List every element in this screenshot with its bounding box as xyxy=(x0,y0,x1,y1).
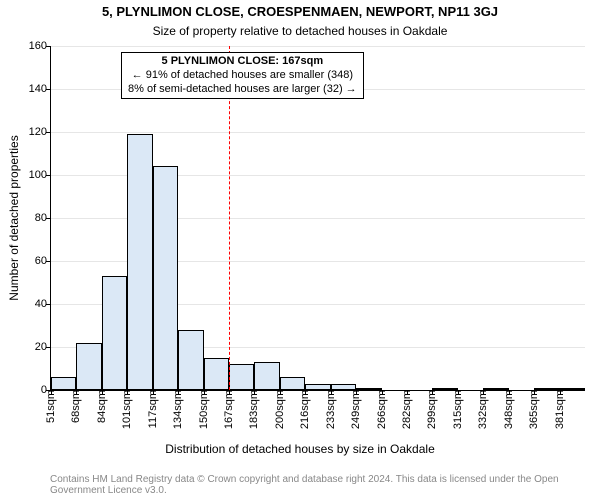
histogram-bar xyxy=(280,377,305,390)
xtick-label: 134sqm xyxy=(172,390,184,429)
xtick-label: 266sqm xyxy=(376,390,388,429)
y-axis-label: Number of detached properties xyxy=(7,135,21,300)
xtick-label: 117sqm xyxy=(147,390,159,428)
x-axis-label: Distribution of detached houses by size … xyxy=(0,442,600,456)
plot-area: 02040608010012014016051sqm68sqm84sqm101s… xyxy=(50,46,585,391)
annotation-line: 5 PLYNLIMON CLOSE: 167sqm xyxy=(128,55,357,69)
histogram-bar xyxy=(229,364,254,390)
ytick-label: 140 xyxy=(29,83,47,95)
chart-subtitle: Size of property relative to detached ho… xyxy=(0,24,600,38)
ytick-label: 40 xyxy=(35,298,47,310)
xtick-label: 51sqm xyxy=(45,390,57,423)
annotation-line: ← 91% of detached houses are smaller (34… xyxy=(128,69,357,83)
ytick-label: 20 xyxy=(35,341,47,353)
chart-title: 5, PLYNLIMON CLOSE, CROESPENMAEN, NEWPOR… xyxy=(0,4,600,19)
xtick-label: 348sqm xyxy=(503,390,515,429)
xtick-label: 150sqm xyxy=(198,390,210,429)
annotation-box: 5 PLYNLIMON CLOSE: 167sqm← 91% of detach… xyxy=(121,52,364,99)
xtick-label: 249sqm xyxy=(350,390,362,429)
xtick-label: 84sqm xyxy=(96,390,108,423)
xtick-label: 216sqm xyxy=(299,390,311,429)
xtick-label: 183sqm xyxy=(248,390,260,429)
xtick-label: 332sqm xyxy=(477,390,489,429)
ytick-label: 120 xyxy=(29,126,47,138)
xtick-label: 101sqm xyxy=(121,390,133,429)
xtick-label: 299sqm xyxy=(426,390,438,429)
histogram-bar xyxy=(51,377,76,390)
gridline xyxy=(51,132,585,133)
chart-container: 5, PLYNLIMON CLOSE, CROESPENMAEN, NEWPOR… xyxy=(0,0,600,500)
histogram-bar xyxy=(204,358,229,390)
annotation-line: 8% of semi-detached houses are larger (3… xyxy=(128,83,357,97)
xtick-label: 381sqm xyxy=(554,390,566,429)
histogram-bar xyxy=(76,343,101,390)
xtick-label: 365sqm xyxy=(528,390,540,429)
xtick-label: 233sqm xyxy=(325,390,337,429)
histogram-bar xyxy=(102,276,127,390)
ytick-label: 60 xyxy=(35,255,47,267)
histogram-bar xyxy=(153,166,178,390)
histogram-bar xyxy=(178,330,203,390)
footer-text: Contains HM Land Registry data © Crown c… xyxy=(50,474,600,496)
xtick-label: 200sqm xyxy=(274,390,286,429)
xtick-label: 68sqm xyxy=(70,390,82,423)
ytick-label: 100 xyxy=(29,169,47,181)
xtick-label: 167sqm xyxy=(223,390,235,429)
gridline xyxy=(51,46,585,47)
ytick-label: 80 xyxy=(35,212,47,224)
ytick-label: 160 xyxy=(29,40,47,52)
xtick-label: 315sqm xyxy=(452,390,464,429)
xtick-label: 282sqm xyxy=(401,390,413,429)
histogram-bar xyxy=(127,134,152,390)
histogram-bar xyxy=(254,362,279,390)
